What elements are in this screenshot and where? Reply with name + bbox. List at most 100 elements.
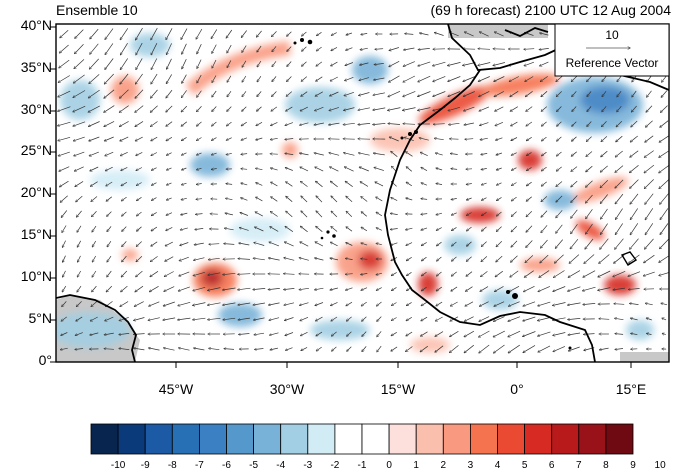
wind-vector xyxy=(554,254,564,263)
wind-vector xyxy=(403,124,416,125)
wind-vector xyxy=(510,270,519,277)
wind-vector xyxy=(91,196,98,202)
wind-vector xyxy=(226,198,233,199)
wind-vector xyxy=(58,121,71,126)
wind-vector xyxy=(152,182,157,186)
wind-vector xyxy=(524,49,535,50)
wind-vector xyxy=(388,107,401,111)
wind-vector xyxy=(481,241,487,247)
map-title-right: (69 h forecast) 2100 UTC 12 Aug 2004 xyxy=(430,2,671,18)
wind-vector xyxy=(511,152,517,156)
wind-vector xyxy=(241,198,248,201)
wind-vector xyxy=(435,316,443,321)
wind-vector xyxy=(63,255,66,263)
wind-vector xyxy=(568,346,580,351)
wind-vector xyxy=(193,271,205,275)
wind-vector xyxy=(523,331,536,337)
wind-vector xyxy=(466,256,472,262)
wind-vector xyxy=(586,223,593,234)
wind-vector xyxy=(346,196,353,203)
wind-vector xyxy=(285,139,294,140)
wind-vector xyxy=(182,43,187,54)
wind-vector xyxy=(197,44,202,54)
lat-label: 5°N xyxy=(28,310,53,326)
wind-vector xyxy=(300,316,309,320)
wind-vector xyxy=(316,226,323,232)
wind-vector xyxy=(287,61,292,67)
wind-vector xyxy=(106,196,113,201)
wind-vector xyxy=(167,167,172,170)
wind-vector xyxy=(256,121,263,125)
wind-vector xyxy=(479,344,490,353)
wind-vector xyxy=(316,61,323,66)
wind-vector xyxy=(257,45,262,52)
wind-vector xyxy=(510,106,518,112)
anomaly-field xyxy=(56,33,654,353)
wind-vector xyxy=(136,270,143,277)
wind-vector xyxy=(481,168,487,169)
wind-vector xyxy=(390,213,398,214)
wind-vector xyxy=(557,121,562,126)
wind-vector xyxy=(193,302,206,306)
wind-vector xyxy=(421,199,428,200)
wind-vector xyxy=(525,255,534,262)
wind-vector xyxy=(450,331,459,336)
wind-vector xyxy=(554,270,565,278)
wind-vector xyxy=(284,302,295,305)
wind-vector xyxy=(151,152,158,156)
wind-vector xyxy=(572,136,577,141)
wind-vector xyxy=(316,46,322,51)
wind-vector xyxy=(377,316,382,322)
wind-vector xyxy=(104,105,115,113)
wind-vector xyxy=(497,211,502,216)
wind-vector xyxy=(346,287,353,290)
wind-vector xyxy=(406,257,412,260)
wind-vector xyxy=(136,58,143,69)
wind-vector xyxy=(389,137,399,142)
wind-vector xyxy=(586,209,593,218)
wind-vector xyxy=(60,195,68,203)
wind-vector xyxy=(178,286,190,291)
wind-vector xyxy=(135,105,144,113)
wind-vector xyxy=(136,42,143,55)
wind-vector xyxy=(497,182,502,185)
wind-vector xyxy=(464,106,475,111)
wind-vector xyxy=(164,348,175,351)
wind-vector xyxy=(585,238,594,249)
wind-vector xyxy=(77,225,82,232)
wind-vector xyxy=(256,168,263,169)
wind-vector xyxy=(120,73,129,84)
wind-vector xyxy=(164,271,174,277)
wind-vector xyxy=(479,316,490,322)
wind-vector xyxy=(361,197,368,202)
wind-vector xyxy=(389,60,400,66)
lat-label: 15°N xyxy=(20,226,52,242)
wind-vector xyxy=(149,285,159,291)
wind-vector xyxy=(526,121,533,126)
wind-vector xyxy=(224,244,235,245)
wind-vector xyxy=(374,77,385,80)
wind-vector xyxy=(496,241,503,246)
wind-vector xyxy=(166,212,173,216)
wind-vector xyxy=(478,62,491,66)
colorbar-tick-label: -6 xyxy=(222,460,231,471)
wind-vector xyxy=(586,180,593,188)
colorbar xyxy=(90,423,634,455)
wind-vector xyxy=(285,226,294,232)
wind-vector xyxy=(584,334,595,335)
colorbar-swatch xyxy=(415,423,444,455)
wind-vector xyxy=(539,270,550,278)
wind-vector xyxy=(344,153,355,156)
wind-vector xyxy=(403,61,415,67)
colorbar-tick-label: -9 xyxy=(140,460,150,471)
wind-vector xyxy=(420,152,428,157)
wind-vector xyxy=(272,46,277,51)
wind-vector xyxy=(615,150,623,157)
wind-vector xyxy=(194,348,205,351)
wind-vector xyxy=(120,136,129,141)
wind-vector xyxy=(644,150,654,158)
wind-vector xyxy=(448,62,461,65)
colorbar-swatch xyxy=(605,423,634,455)
wind-vector xyxy=(600,238,609,250)
wind-vector xyxy=(58,90,71,97)
